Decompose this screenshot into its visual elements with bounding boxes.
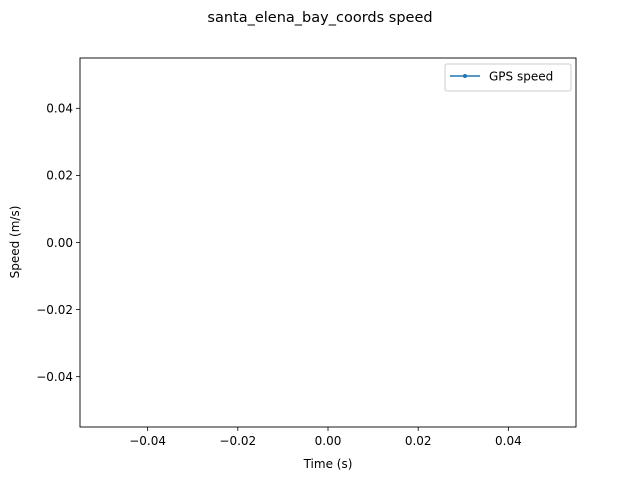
y-tick-label: 0.04 [46, 102, 73, 116]
x-axis-ticks: −0.04 −0.02 0.00 0.02 0.04 [129, 427, 522, 448]
y-axis-label: Speed (m/s) [8, 206, 22, 279]
x-tick-label: 0.02 [405, 434, 432, 448]
legend-swatch-marker [463, 74, 467, 78]
chart-title: santa_elena_bay_coords speed [207, 10, 432, 26]
y-tick-label: 0.00 [46, 236, 73, 250]
x-tick-label: 0.04 [495, 434, 522, 448]
x-tick-label: −0.02 [219, 434, 256, 448]
x-tick-label: 0.00 [315, 434, 342, 448]
x-tick-label: −0.04 [129, 434, 166, 448]
plot-area [79, 57, 577, 428]
x-axis-label: Time (s) [303, 457, 353, 471]
legend-frame [444, 63, 572, 92]
y-tick-label: 0.02 [46, 169, 73, 183]
y-axis-ticks: −0.04 −0.02 0.00 0.02 0.04 [36, 102, 80, 384]
y-tick-label: −0.04 [36, 370, 73, 384]
y-tick-label: −0.02 [36, 303, 73, 317]
legend: GPS speed [444, 63, 572, 92]
legend-label-gps-speed: GPS speed [489, 70, 553, 84]
